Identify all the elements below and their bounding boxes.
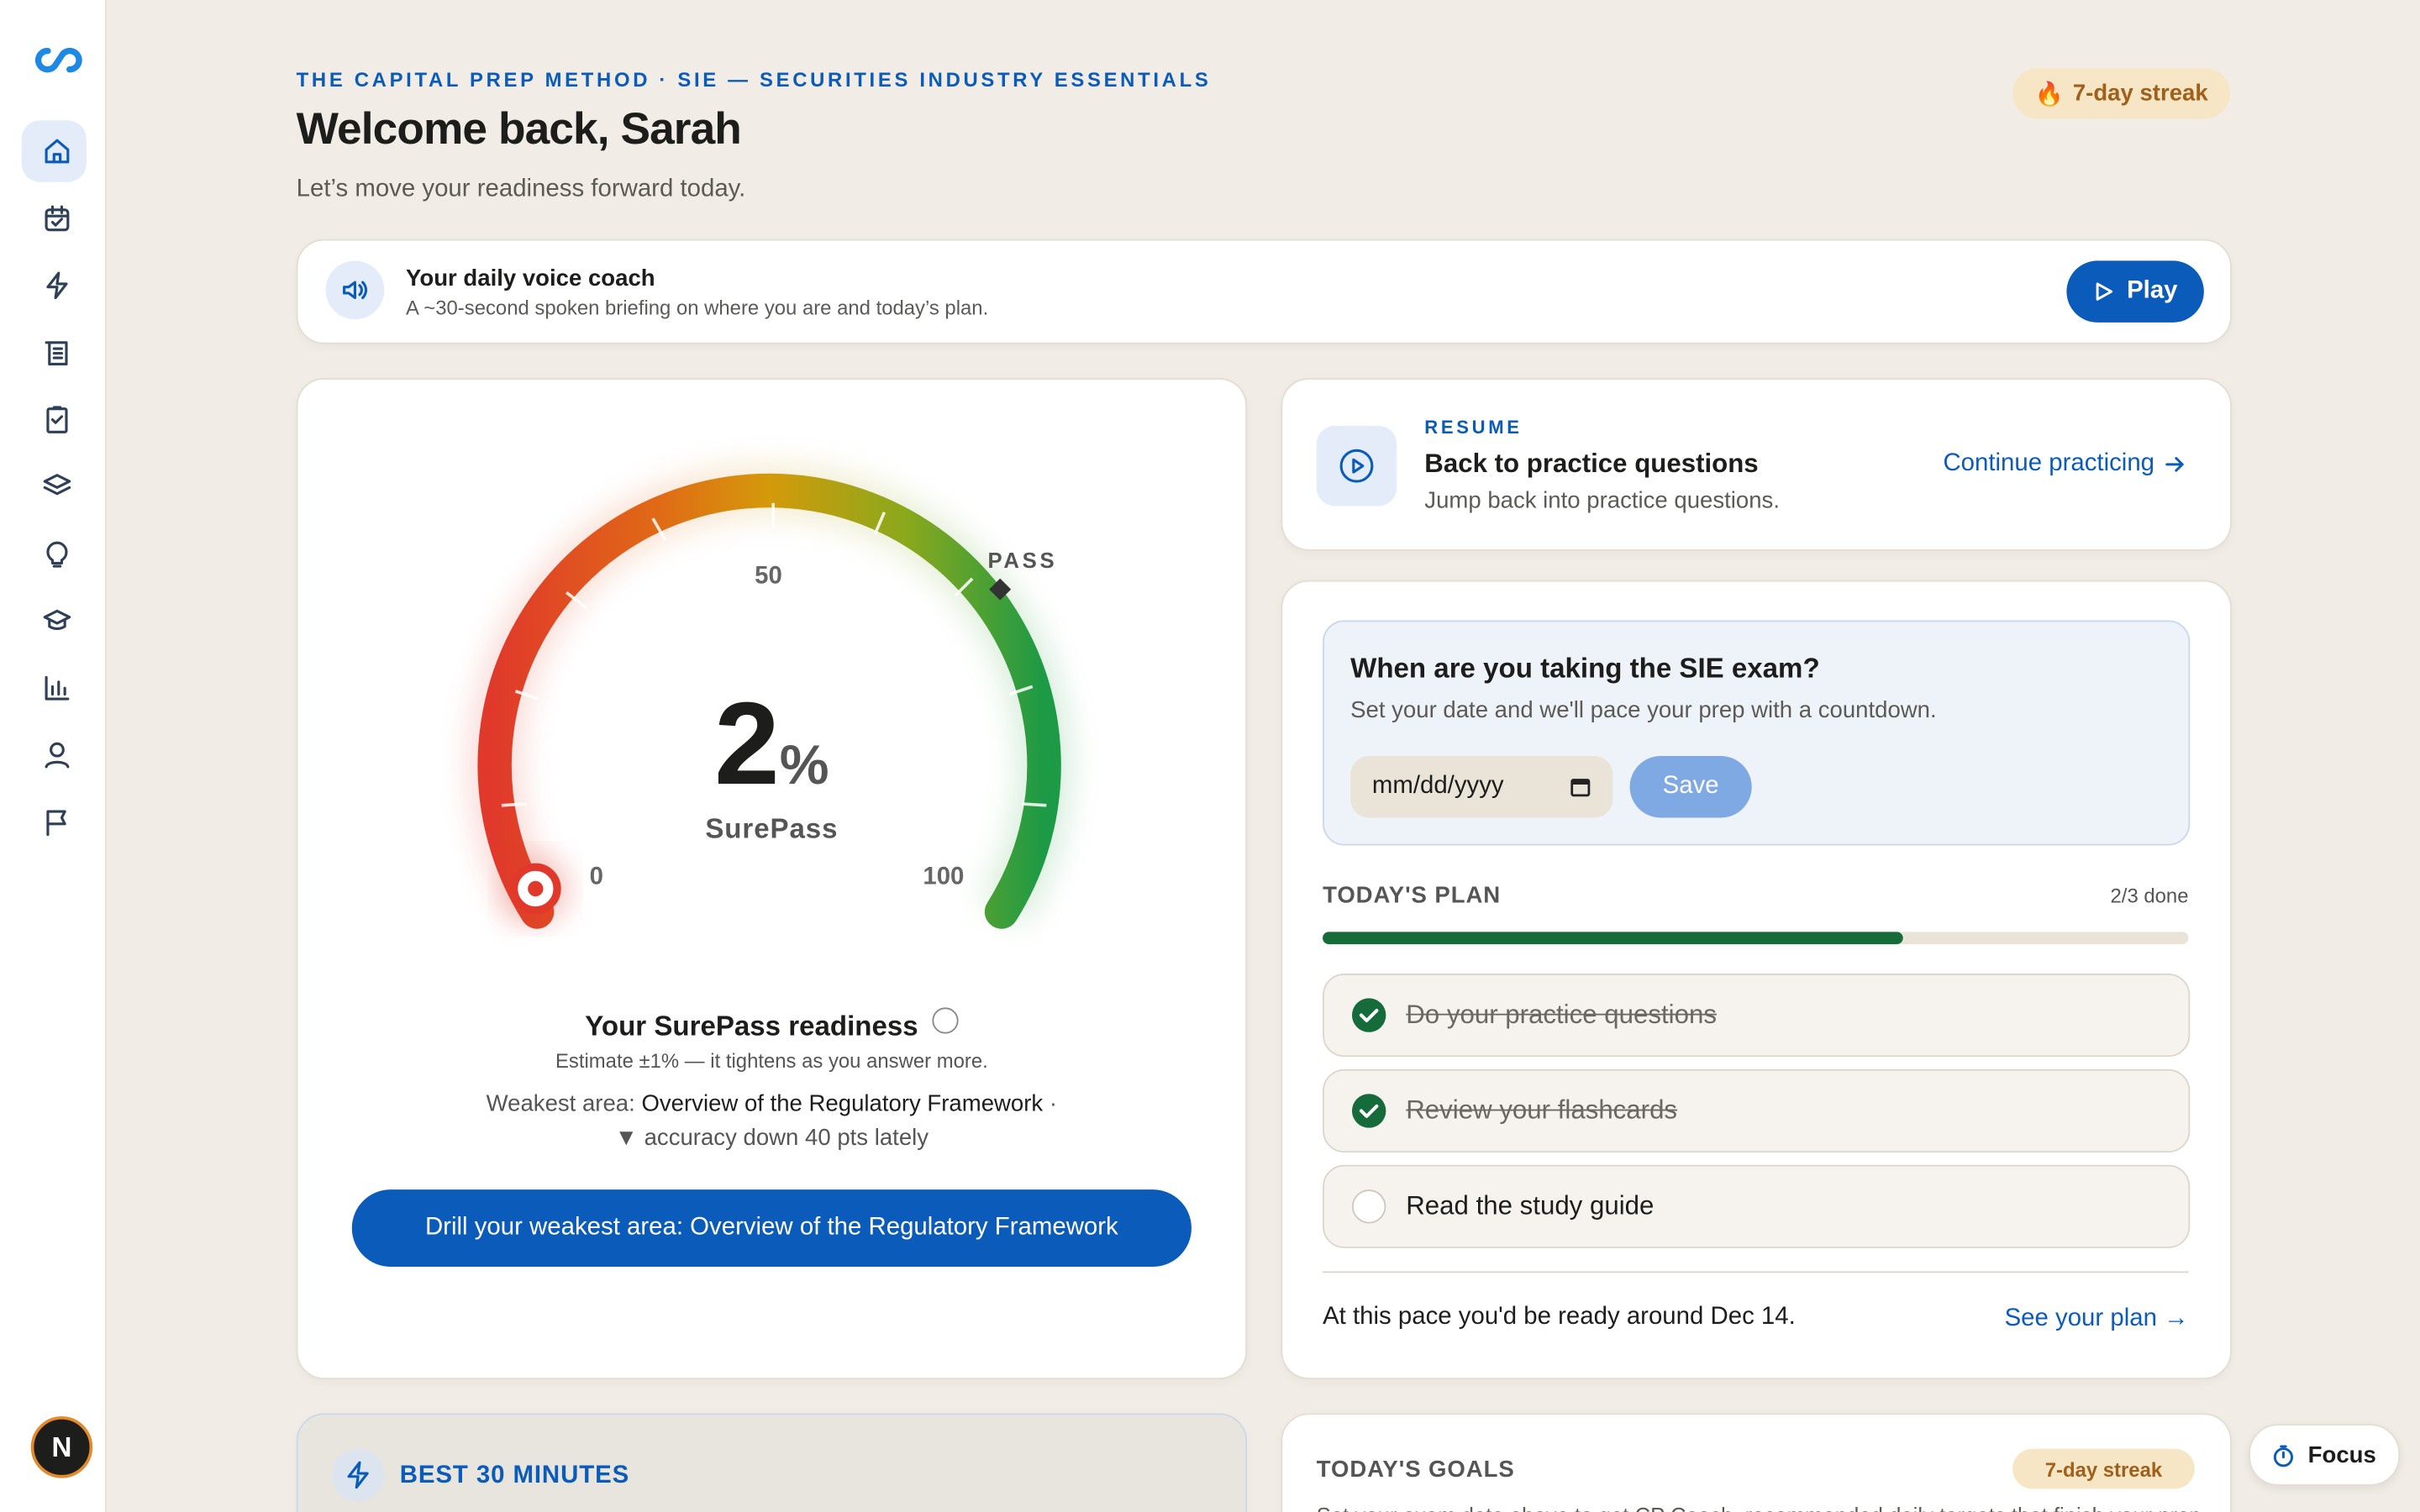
best-30-title: BEST 30 MINUTES bbox=[399, 1462, 630, 1489]
progress-fill bbox=[1323, 932, 1903, 945]
task-check bbox=[1351, 998, 1386, 1032]
nav-tests[interactable] bbox=[42, 404, 73, 435]
progress-track bbox=[1323, 932, 2189, 945]
readiness-card: PASS 50 0 100 2% SurePass Your SurePass … bbox=[296, 377, 1248, 1380]
goals-title: TODAY'S GOALS bbox=[1316, 1456, 1515, 1483]
play-label: Play bbox=[2127, 277, 2178, 304]
weakest-prefix: Weakest area: bbox=[486, 1090, 635, 1117]
goals-card: TODAY'S GOALS 7-day streak Set your exam… bbox=[1281, 1413, 2232, 1512]
pass-marker bbox=[989, 578, 1012, 601]
gauge-arc bbox=[477, 473, 1061, 929]
scale-mid: 50 bbox=[755, 563, 782, 590]
resume-desc: Jump back into practice questions. bbox=[1424, 487, 1780, 514]
scale-max: 100 bbox=[923, 864, 965, 890]
check-icon bbox=[1359, 1009, 1379, 1023]
bolt-bg bbox=[331, 1448, 385, 1502]
continue-label: Continue practicing bbox=[1943, 450, 2155, 477]
trend: ▼ accuracy down 40 pts lately bbox=[614, 1124, 929, 1152]
info-icon[interactable] bbox=[932, 1007, 959, 1034]
sidebar: N bbox=[0, 0, 107, 1512]
eyebrow: THE CAPITAL PREP METHOD · SIE — SECURITI… bbox=[296, 67, 1212, 92]
resume-eyebrow: RESUME bbox=[1424, 416, 1523, 438]
plan-footer: At this pace you'd be ready around Dec 1… bbox=[1323, 1304, 1796, 1331]
focus-label: Focus bbox=[2307, 1441, 2376, 1468]
resume-card: RESUME Back to practice questions Jump b… bbox=[1281, 377, 2232, 551]
nav-active-bg bbox=[21, 120, 87, 182]
drill-button[interactable]: Drill your weakest area: Overview of the… bbox=[351, 1189, 1192, 1267]
timer-icon bbox=[2274, 1444, 2294, 1467]
weakest-row: Weakest area: Overview of the Regulatory… bbox=[486, 1090, 1058, 1117]
task-label: Do your practice questions bbox=[1406, 1000, 1717, 1030]
resume-icon bbox=[1339, 449, 1374, 483]
date-input[interactable]: mm/dd/yyyy bbox=[1350, 755, 1613, 818]
readiness-value: 2 bbox=[714, 679, 780, 811]
avatar[interactable]: N bbox=[30, 1416, 93, 1478]
nav-flashcards[interactable] bbox=[42, 470, 73, 501]
check-icon bbox=[1359, 1104, 1379, 1118]
fire-icon: 🔥 bbox=[2034, 81, 2064, 108]
calendar-icon bbox=[1570, 779, 1591, 797]
task-row[interactable]: Do your practice questions bbox=[1323, 973, 2191, 1058]
play-icon bbox=[2096, 282, 2113, 301]
arrow-icon bbox=[2165, 457, 2185, 472]
subtitle: Let’s move your readiness forward today. bbox=[296, 176, 746, 202]
gauge-ticks bbox=[501, 502, 1047, 807]
exam-question: When are you taking the SIE exam? bbox=[1350, 652, 1820, 684]
exam-date-box: When are you taking the SIE exam? Set yo… bbox=[1323, 620, 2191, 846]
nav-courses[interactable] bbox=[42, 605, 73, 636]
readiness-unit: % bbox=[779, 732, 829, 796]
goals-desc: Set your exam date above to get CP Coach… bbox=[1317, 1503, 2202, 1512]
pass-label: PASS bbox=[987, 548, 1058, 573]
goals-streak: 7-day streak bbox=[2012, 1448, 2195, 1489]
readiness-number: 2% bbox=[297, 677, 1245, 811]
voice-title: Your daily voice coach bbox=[406, 265, 655, 292]
nav-flag[interactable] bbox=[42, 807, 73, 838]
nav-tips[interactable] bbox=[42, 538, 73, 570]
resume-icon-bg bbox=[1316, 425, 1397, 507]
estimate: Estimate ±1% — it tightens as you answer… bbox=[555, 1048, 988, 1073]
date-placeholder: mm/dd/yyyy bbox=[1371, 773, 1504, 800]
task-row[interactable]: Review your flashcards bbox=[1323, 1068, 2191, 1153]
nav-profile[interactable] bbox=[42, 739, 73, 770]
nav-guide[interactable] bbox=[42, 338, 73, 369]
scale-min: 0 bbox=[589, 864, 603, 890]
resume-title: Back to practice questions bbox=[1424, 449, 1759, 479]
task-circle bbox=[1351, 1189, 1386, 1224]
continue-link[interactable]: Continue practicing bbox=[1943, 450, 2185, 478]
plan-progress: 2/3 done bbox=[2110, 884, 2189, 907]
bolt-icon bbox=[347, 1461, 369, 1489]
voice-desc: A ~30-second spoken briefing on where yo… bbox=[406, 296, 989, 320]
save-button[interactable]: Save bbox=[1629, 755, 1752, 818]
best-30-card: BEST 30 MINUTES bbox=[296, 1413, 1248, 1512]
see-plan-link[interactable]: See your plan → bbox=[2004, 1305, 2189, 1332]
page-title: Welcome back, Sarah bbox=[296, 104, 742, 155]
readiness-title-row: Your SurePass readiness bbox=[297, 1007, 1245, 1042]
nav-home[interactable] bbox=[42, 136, 73, 167]
readiness-label: SurePass bbox=[705, 812, 839, 844]
weakest-area: Overview of the Regulatory Framework bbox=[641, 1090, 1044, 1117]
gauge bbox=[468, 464, 1071, 929]
speaker-icon bbox=[343, 281, 367, 300]
plan-title: TODAY'S PLAN bbox=[1323, 882, 1502, 909]
nav-stats[interactable] bbox=[42, 673, 73, 704]
exam-desc: Set your date and we'll pace your prep w… bbox=[1350, 697, 1937, 724]
play-button[interactable]: Play bbox=[2066, 260, 2204, 323]
voice-coach-card: Your daily voice coach A ~30-second spok… bbox=[296, 239, 2232, 344]
task-label: Review your flashcards bbox=[1406, 1095, 1678, 1125]
focus-button[interactable]: Focus bbox=[2249, 1424, 2401, 1486]
current-marker-dot bbox=[528, 880, 544, 897]
task-check bbox=[1351, 1094, 1386, 1128]
streak-text: 7-day streak bbox=[2072, 80, 2208, 107]
divider bbox=[1323, 1271, 2189, 1273]
task-label: Read the study guide bbox=[1406, 1190, 1655, 1221]
readiness-title: Your SurePass readiness bbox=[585, 1011, 918, 1042]
streak-pill: 🔥 7-day streak bbox=[2012, 67, 2231, 119]
logo[interactable] bbox=[34, 46, 83, 74]
nav-practice[interactable] bbox=[42, 270, 73, 301]
task-row[interactable]: Read the study guide bbox=[1323, 1164, 2191, 1248]
nav-calendar[interactable] bbox=[42, 203, 73, 234]
